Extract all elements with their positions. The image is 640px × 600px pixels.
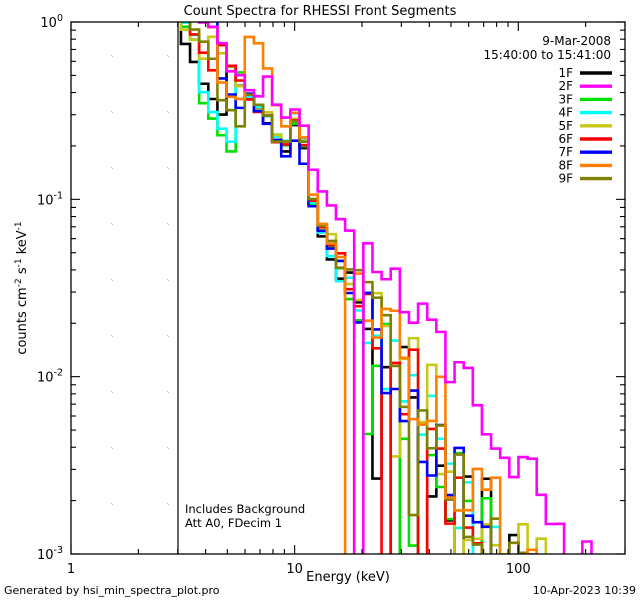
- y-tick-label: 100: [40, 13, 63, 31]
- attenuator-note: Att A0, FDecim 1: [185, 516, 282, 530]
- page-title: Count Spectra for RHESSI Front Segments: [184, 4, 457, 19]
- footer-left: Generated by hsi_min_spectra_plot.pro: [4, 584, 220, 597]
- x-tick-label: 10: [286, 562, 303, 577]
- legend-label-5f: 5F: [558, 119, 573, 133]
- x-tick-labels: 1 10 100: [67, 562, 531, 577]
- legend-label-8f: 8F: [558, 158, 573, 172]
- legend-time-range: 15:40:00 to 15:41:00: [484, 48, 611, 62]
- excluded-energy-hatch-region: [71, 22, 179, 554]
- legend-label-3f: 3F: [558, 92, 573, 106]
- spectra-series-layer: [179, 22, 593, 554]
- y-axis-label: counts cm-2 s-1 keV-1: [14, 221, 30, 354]
- spectrum-line-4f: [179, 22, 502, 554]
- y-tick-labels: 100 10-1 10-2 10-3: [37, 13, 63, 563]
- legend-label-6f: 6F: [558, 132, 573, 146]
- legend-label-2f: 2F: [558, 79, 573, 93]
- x-axis-label: Energy (keV): [306, 570, 390, 585]
- legend-label-4f: 4F: [558, 106, 573, 120]
- spectrum-line-2f: [197, 22, 593, 554]
- background-note: Includes Background: [185, 502, 305, 516]
- svg-text:counts cm-2 s-1 keV-1: counts cm-2 s-1 keV-1: [14, 221, 30, 354]
- spectrum-line-8f: [197, 22, 539, 554]
- x-tick-label: 1: [67, 562, 75, 577]
- x-tick-label: 100: [506, 562, 531, 577]
- spectrum-line-9f: [188, 22, 529, 554]
- legend-label-1f: 1F: [558, 66, 573, 80]
- legend-label-9f: 9F: [558, 172, 573, 186]
- y-tick-label: 10-2: [37, 368, 63, 386]
- footer-right: 10-Apr-2023 10:39: [533, 584, 636, 597]
- spectrum-line-6f: [188, 22, 539, 554]
- legend-date: 9-Mar-2008: [542, 34, 611, 48]
- y-tick-label: 10-3: [37, 545, 63, 563]
- axes-frame: [70, 21, 626, 555]
- legend: 9-Mar-2008 15:40:00 to 15:41:00 1F2F3F4F…: [484, 34, 612, 186]
- legend-label-7f: 7F: [558, 145, 573, 159]
- y-tick-label: 10-1: [37, 190, 63, 208]
- axis-ticks: [70, 21, 626, 555]
- plot-annotations: Includes Background Att A0, FDecim 1: [185, 502, 305, 530]
